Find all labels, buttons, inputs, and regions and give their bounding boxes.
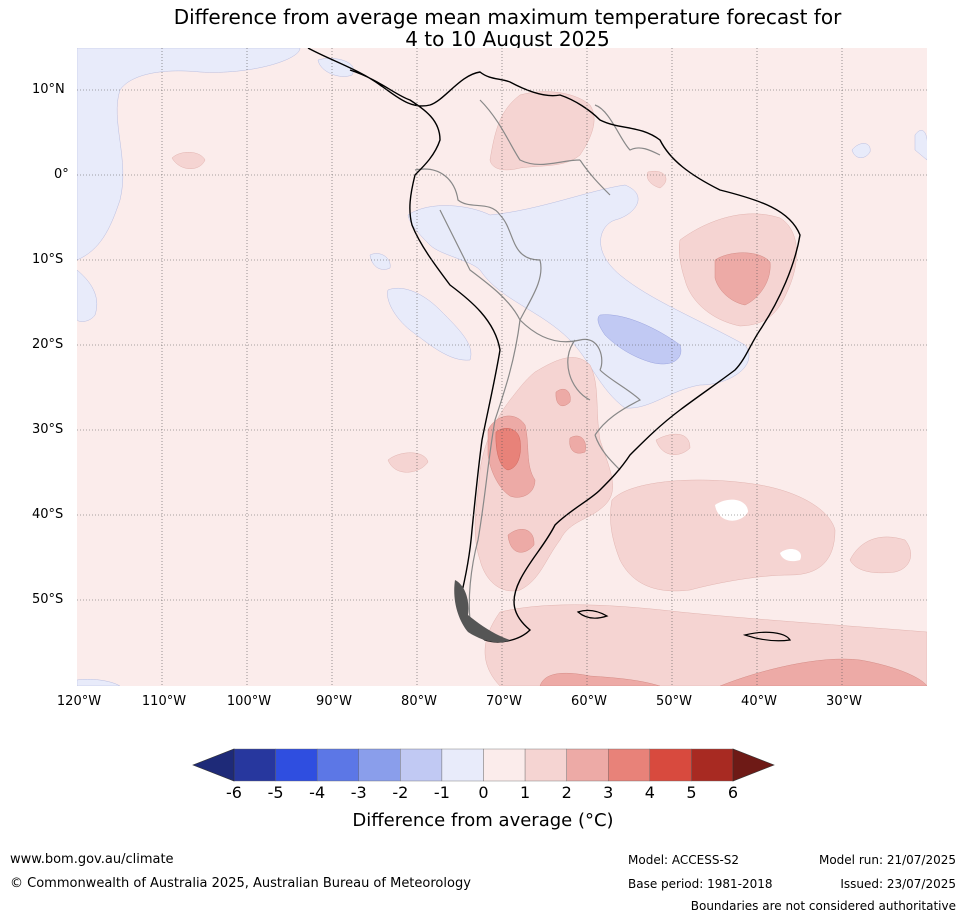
- lat-label-50s: 50°S: [32, 592, 64, 607]
- country-borders: [414, 99, 661, 621]
- lon-label-70w: 70°W: [486, 694, 522, 709]
- colorbar-label: Difference from average (°C): [352, 810, 614, 831]
- lat-label-20s: 20°S: [32, 337, 64, 352]
- colorbar-tick-label: -4: [309, 783, 326, 802]
- colorbar-cell: [275, 748, 318, 782]
- colorbar-tick-label: -1: [433, 783, 450, 802]
- graticule: [77, 48, 927, 686]
- colorbar-under-arrow: [192, 748, 235, 782]
- footer-model-run: Model run: 21/07/2025: [818, 853, 956, 867]
- lat-label-30s: 30°S: [32, 422, 64, 437]
- lon-label-110w: 110°W: [141, 694, 187, 709]
- colorbar-tick-label: -2: [392, 783, 409, 802]
- colorbar-tick-label: 6: [727, 783, 739, 802]
- southern-archipelago: [454, 580, 510, 643]
- colorbar-tick-label: 1: [519, 783, 531, 802]
- cool-anomaly-core: [597, 314, 682, 365]
- footer-copyright: © Commonwealth of Australia 2025, Austra…: [10, 876, 471, 891]
- colorbar-over-arrow: [732, 748, 775, 782]
- colorbar-tick-label: 0: [478, 783, 489, 802]
- colorbar-tick-label: 5: [686, 783, 697, 802]
- lat-label-0: 0°: [54, 167, 69, 182]
- colorbar-cell: [566, 748, 609, 782]
- lat-label-40s: 40°S: [32, 507, 64, 522]
- footer-model: Model: ACCESS-S2: [628, 853, 740, 867]
- colorbar-cell: [441, 748, 484, 782]
- footer-disclaimer: Boundaries are not considered authoritat…: [690, 899, 956, 913]
- lon-label-100w: 100°W: [226, 694, 272, 709]
- lat-label-10n: 10°N: [32, 82, 65, 97]
- colorbar-tick-label: 3: [603, 783, 614, 802]
- colorbar-cell: [524, 748, 567, 782]
- colorbar-tick-label: 4: [644, 783, 655, 802]
- colorbar-cell: [608, 748, 651, 782]
- lon-label-80w: 80°W: [401, 694, 437, 709]
- map-title-line2: 4 to 10 August 2025: [405, 27, 610, 51]
- colorbar-cell: [483, 748, 526, 782]
- footer-issued: Issued: 23/07/2025: [840, 877, 956, 891]
- colorbar-cell: [316, 748, 359, 782]
- colorbar-cell: [233, 748, 276, 782]
- lon-label-90w: 90°W: [316, 694, 352, 709]
- colorbar-tick-label: -5: [267, 783, 284, 802]
- lon-label-120w: 120°W: [56, 694, 102, 709]
- colorbar-cell: [649, 748, 692, 782]
- colorbar-tick-label: -3: [350, 783, 367, 802]
- lon-label-50w: 50°W: [656, 694, 692, 709]
- lon-label-60w: 60°W: [571, 694, 607, 709]
- south-america-coastline: [307, 48, 801, 643]
- colorbar-tick-label: -6: [226, 783, 242, 802]
- footer-url[interactable]: www.bom.gov.au/climate: [10, 852, 174, 867]
- colorbar-tick-label: 2: [561, 783, 572, 802]
- map-title-line1: Difference from average mean maximum tem…: [173, 5, 842, 29]
- colorbar-cell: [358, 748, 401, 782]
- lat-label-10s: 10°S: [32, 252, 64, 267]
- lon-label-30w: 30°W: [826, 694, 862, 709]
- footer-base-period: Base period: 1981-2018: [628, 877, 773, 891]
- colorbar-cell: [691, 748, 734, 782]
- colorbar-cell: [400, 748, 443, 782]
- lon-label-40w: 40°W: [741, 694, 777, 709]
